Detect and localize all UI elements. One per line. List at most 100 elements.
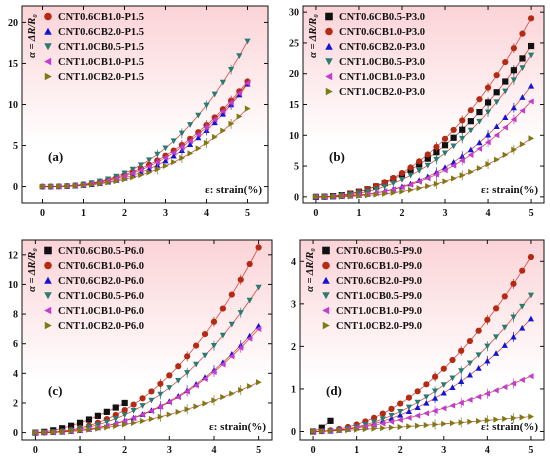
data-point [195,145,202,152]
legend-marker [44,292,52,300]
data-point [211,397,218,404]
y-axis-label: α = ΔR/R₀ [308,14,319,58]
data-point [148,388,155,395]
legend-label: CNT1.0CB2.0-P3.0 [339,87,425,98]
data-point [415,422,421,429]
legend-marker [44,246,52,255]
data-point [121,417,128,425]
data-point [407,172,414,179]
data-point [148,397,155,404]
legend-marker [322,306,330,315]
data-point [484,131,492,138]
data-point [458,419,465,426]
data-point [510,380,517,387]
data-point [193,382,199,389]
data-point [238,386,244,394]
data-point [484,139,491,146]
y-tick-label: 1 [291,384,296,395]
data-point [388,418,395,425]
legend-label: CNT1.0CB1.0-P3.0 [339,72,425,83]
data-point [519,141,526,148]
data-point [405,404,413,411]
x-tick-label: 0 [311,445,316,456]
data-point [501,293,508,300]
x-tick-label: 5 [245,208,250,219]
x-tick-label: 1 [356,208,361,219]
data-point [228,99,234,106]
x-axis-label: ε: strain(%) [481,421,538,433]
data-point [137,166,144,174]
series-CNT1.0CB2.0 [310,413,535,435]
plot-frame [21,239,273,441]
legend-label: CNT0.6CB0.5-P3.0 [339,12,425,23]
data-point [405,394,413,401]
y-tick-label: 12 [8,250,18,261]
data-point [157,391,164,398]
data-point [440,382,447,389]
data-point [397,411,404,418]
data-point [95,425,101,432]
data-point [493,123,500,130]
data-point [492,334,500,341]
data-point [431,388,439,395]
x-tick-label: 4 [486,208,491,219]
data-point [237,276,244,283]
data-point [441,150,449,157]
data-point [519,94,526,100]
data-point [484,99,492,106]
data-point [171,159,177,166]
data-point [373,191,380,198]
data-point [527,42,535,50]
data-point [195,131,201,138]
y-tick-label: 20 [8,18,18,29]
data-point [416,158,423,165]
data-point [414,404,421,410]
data-point [228,66,235,73]
data-point [112,404,119,411]
plot-background [303,6,544,203]
data-point [493,99,500,106]
data-point [157,403,164,410]
data-point [77,427,84,434]
data-point [397,408,404,415]
panel-label: (b) [329,149,345,164]
y-tick-label: 10 [8,280,18,291]
x-tick-label: 2 [398,445,403,456]
data-point [502,124,508,131]
data-point [485,161,492,168]
data-point [476,417,482,425]
data-point [178,130,185,137]
data-point [476,165,483,172]
data-point [362,426,369,433]
y-tick-label: 4 [291,257,296,268]
data-point [492,350,500,356]
data-point [519,414,526,421]
data-point [527,373,534,380]
data-point [467,107,474,114]
x-tick-label: 5 [528,445,533,456]
legend-label: CNT0.6CB2.0-P1.5 [58,27,144,38]
data-point [175,393,181,401]
data-point [139,417,146,425]
x-tick-label: 3 [443,208,448,219]
data-point [433,156,440,163]
y-tick-label: 6 [13,339,18,350]
data-point [219,110,226,117]
data-point [89,181,95,188]
panel-a: 0 1 2 3 4 5 0 5 10 15 20 α = ΔR/R₀ CNT0.6CB1.0-P1.5 C… [8,5,269,219]
legend-marker [325,87,333,96]
data-point [459,117,466,124]
y-tick-label: 5 [13,141,18,152]
data-point [187,141,194,147]
x-tick-label: 4 [485,445,490,456]
data-point [187,122,194,128]
x-tick-label: 3 [167,445,172,456]
data-point [407,181,414,188]
plot-background [22,240,272,440]
legend-marker [325,42,333,50]
data-point [458,347,465,354]
data-point [373,186,380,193]
legend-marker [44,27,52,35]
data-point [370,419,378,426]
